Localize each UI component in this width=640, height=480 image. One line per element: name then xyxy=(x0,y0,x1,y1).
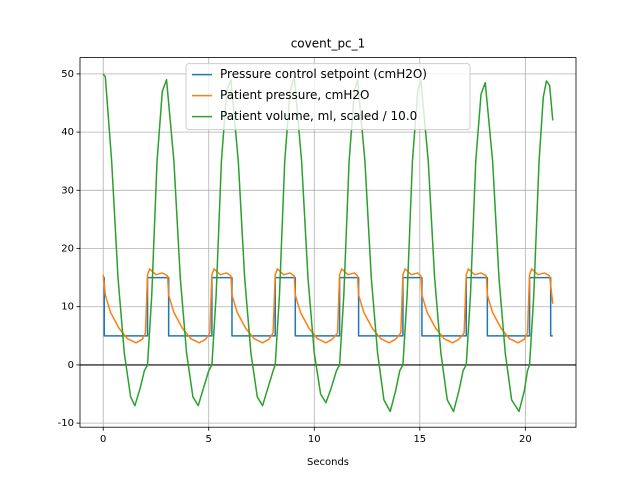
x-tick-label: 10 xyxy=(308,434,321,445)
x-tick-label: 0 xyxy=(100,434,106,445)
legend-box xyxy=(185,63,471,131)
series-line xyxy=(102,73,554,413)
plot-frame xyxy=(79,57,577,428)
y-tick-label: 20 xyxy=(61,244,74,255)
y-tick-label: 30 xyxy=(61,185,74,196)
x-tick-label: 5 xyxy=(206,434,212,445)
series-line xyxy=(102,268,554,344)
legend-label: Patient volume, ml, scaled / 10.0 xyxy=(220,109,417,123)
legend: Pressure control setpoint (cmH2O) Patient… xyxy=(185,63,471,131)
legend-label: Pressure control setpoint (cmH2O) xyxy=(220,67,427,81)
y-tick-label: 0 xyxy=(68,360,74,371)
chart-title: covent_pc_1 xyxy=(291,37,366,51)
legend-label: Patient pressure, cmH2O xyxy=(220,88,369,102)
y-tick-label: -10 xyxy=(58,418,74,429)
y-tick-label: 40 xyxy=(61,127,74,138)
y-tick-label: 50 xyxy=(61,69,74,80)
x-tick-label: 20 xyxy=(519,434,532,445)
y-tick-label: 10 xyxy=(61,302,74,313)
x-tick-label: 15 xyxy=(413,434,426,445)
x-axis-label: Seconds xyxy=(307,457,349,468)
